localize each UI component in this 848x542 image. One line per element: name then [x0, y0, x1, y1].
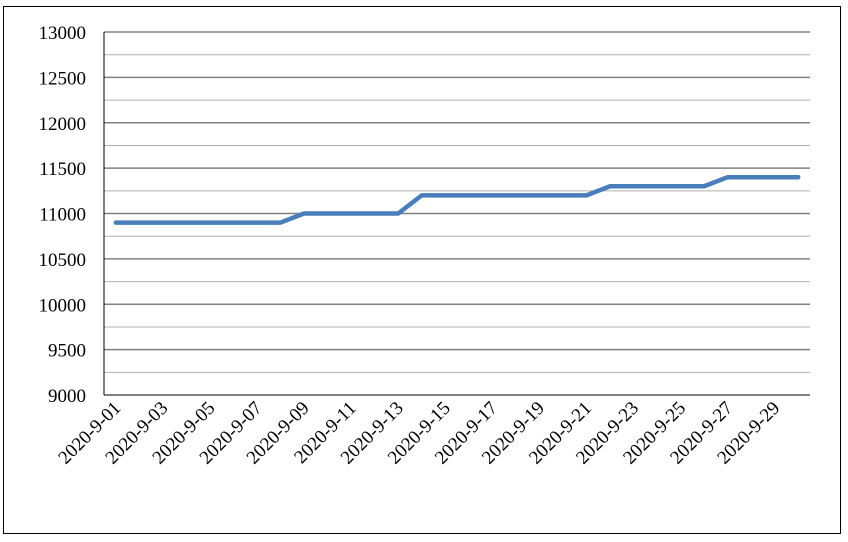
y-tick-label: 10500 — [39, 250, 87, 271]
y-tick-label: 13000 — [39, 23, 87, 44]
y-tick-label: 11000 — [39, 205, 86, 226]
y-tick-label: 12500 — [39, 68, 87, 89]
price-line — [113, 174, 801, 225]
y-tick-label: 11500 — [39, 159, 86, 180]
y-tick-label: 12000 — [39, 114, 87, 135]
y-tick-label: 10000 — [39, 295, 87, 316]
y-tick-label: 9500 — [48, 341, 86, 362]
y-tick-label: 9000 — [48, 386, 86, 407]
chart-frame — [3, 6, 841, 534]
